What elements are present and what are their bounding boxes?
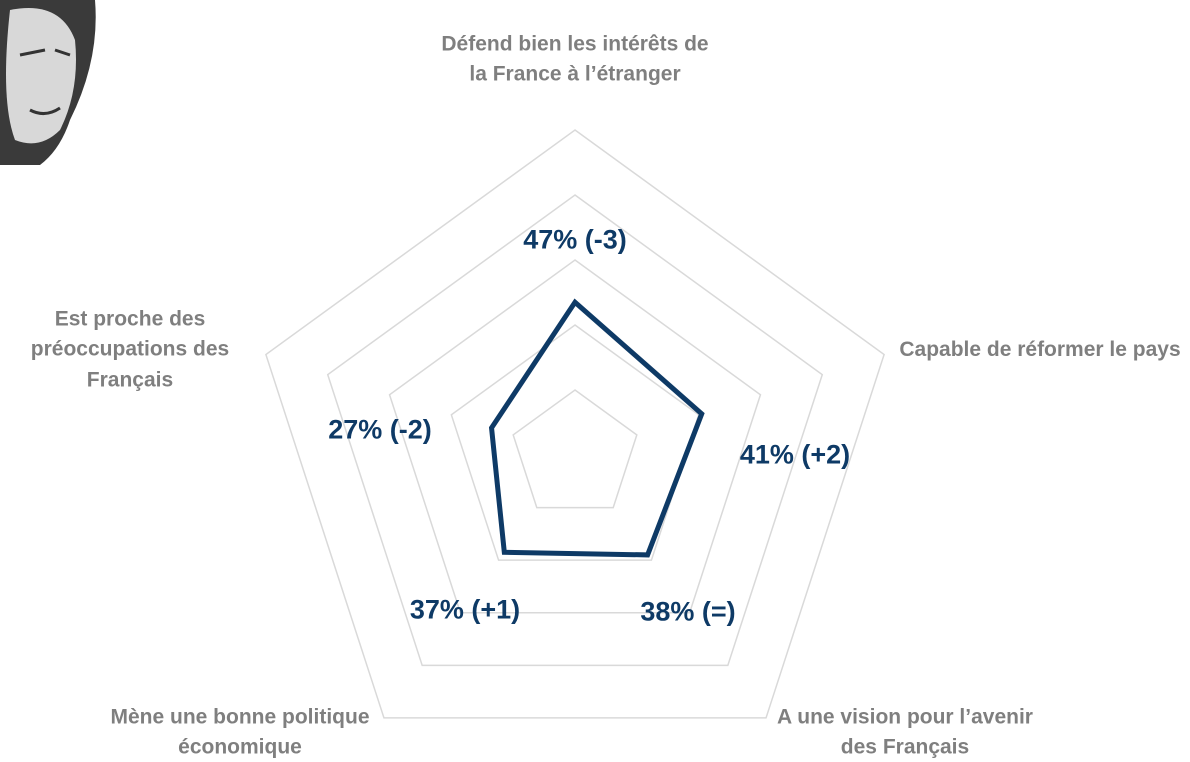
axis-label: Capable de réformer le pays bbox=[899, 337, 1181, 361]
grid-ring bbox=[450, 324, 700, 561]
portrait bbox=[0, 0, 96, 165]
data-label: 38% (=) bbox=[640, 596, 736, 627]
grid-ring bbox=[388, 259, 762, 614]
data-label: 27% (-2) bbox=[328, 414, 432, 445]
grid-ring bbox=[512, 389, 638, 509]
grid-ring bbox=[326, 194, 824, 667]
radar-line bbox=[488, 298, 705, 558]
grid-ring bbox=[265, 129, 885, 719]
axis-label: Mène une bonne politique économique bbox=[110, 705, 370, 759]
data-label: 41% (+2) bbox=[739, 439, 851, 470]
axis-label: Défend bien les intérêts de la France à … bbox=[441, 32, 709, 86]
data-label: 37% (+1) bbox=[409, 594, 521, 625]
data-label: 47% (-3) bbox=[523, 224, 627, 255]
axis-label: Est proche des préoccupations des França… bbox=[30, 307, 230, 392]
axis-label: A une vision pour l’avenir des Français bbox=[777, 705, 1033, 759]
